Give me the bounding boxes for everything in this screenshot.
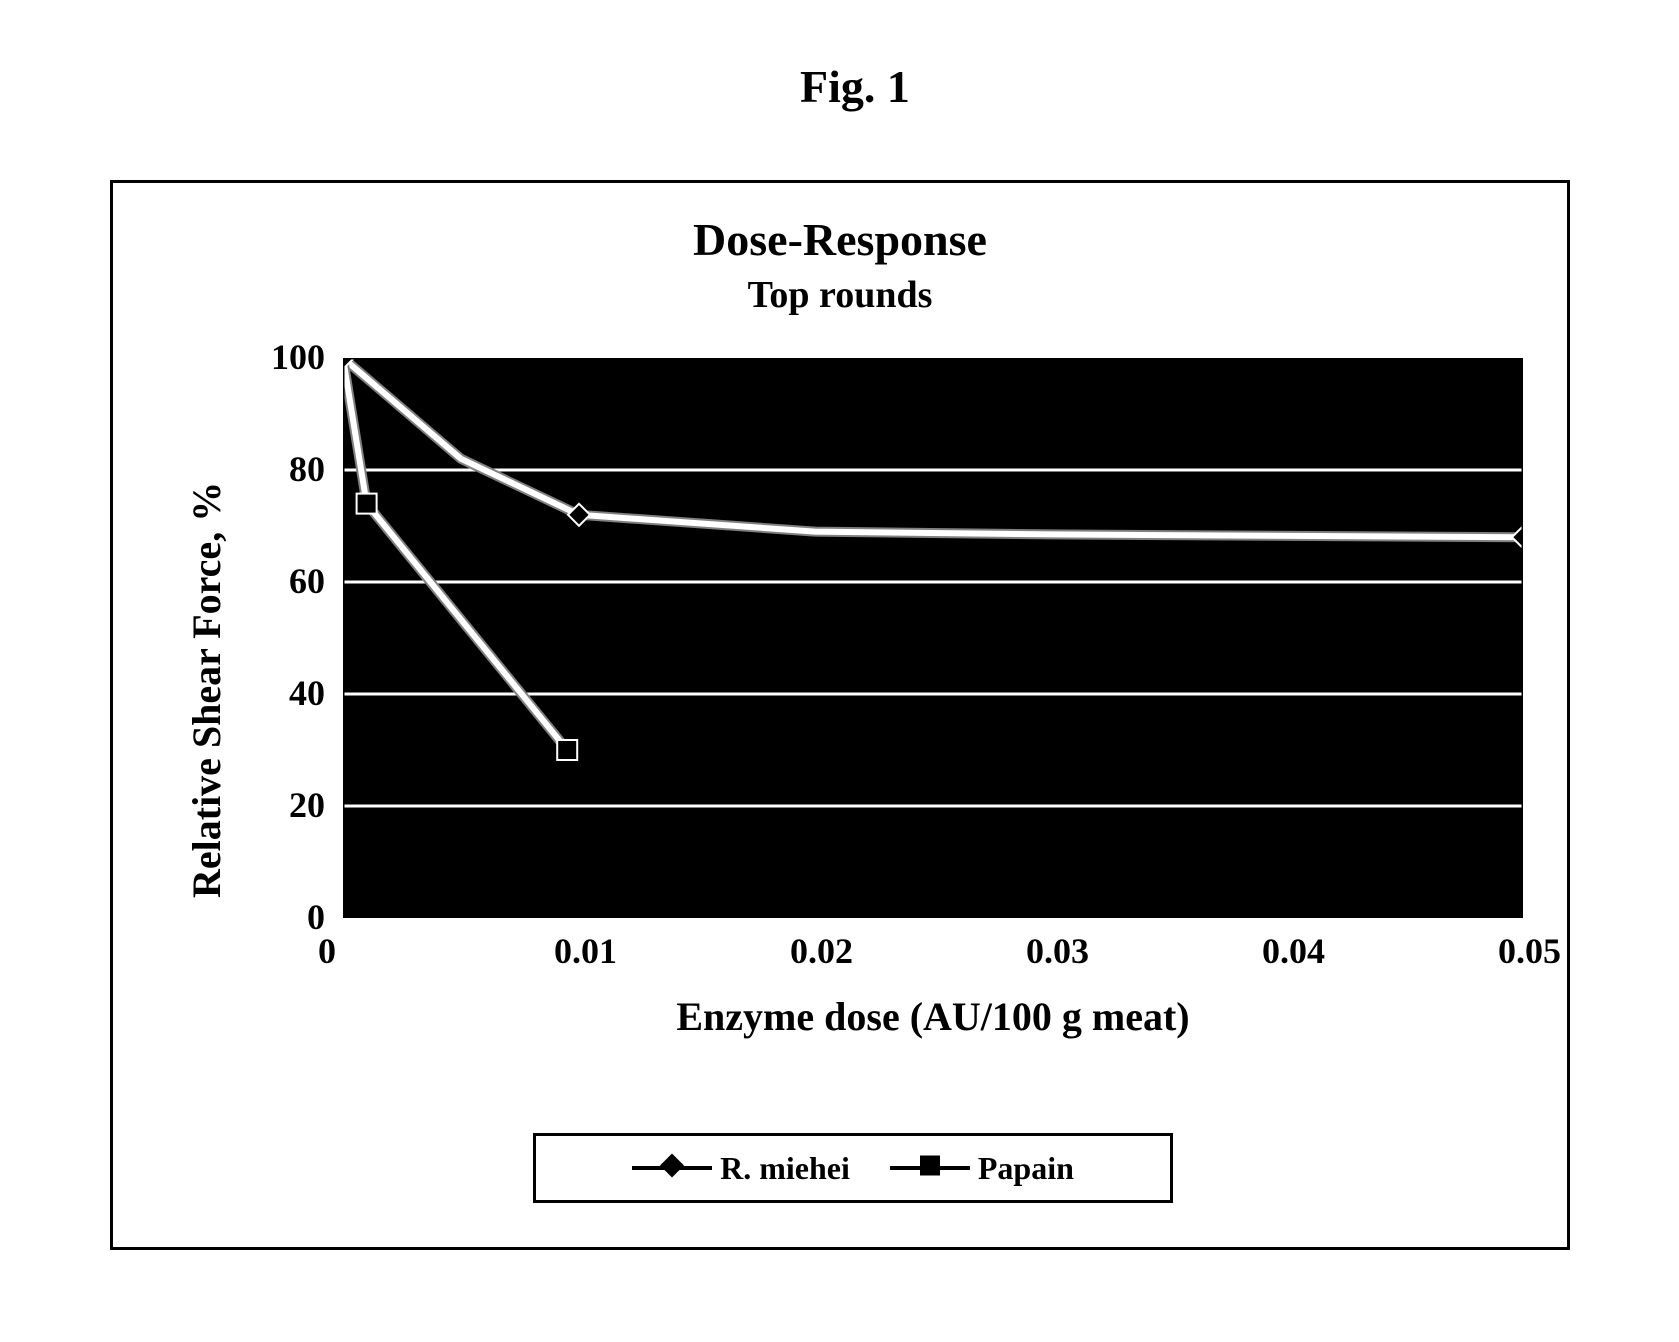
x-tick-label: 0 xyxy=(318,930,336,972)
x-tick-label: 0.01 xyxy=(554,930,617,972)
y-tick-label: 60 xyxy=(289,560,325,602)
x-tick-label: 0.04 xyxy=(1262,930,1325,972)
chart-title-main: Dose-Response xyxy=(113,213,1567,266)
chart-outer-frame: Dose-Response Top rounds Relative Shear … xyxy=(110,180,1570,1250)
legend-item: Papain xyxy=(890,1150,1074,1187)
y-axis-label: Relative Shear Force, % xyxy=(183,482,230,898)
figure-label-text: Fig. 1 xyxy=(800,61,910,112)
plot-svg xyxy=(343,358,1523,918)
legend: R. miehei Papain xyxy=(533,1133,1173,1203)
legend-label: R. miehei xyxy=(720,1150,850,1187)
figure-label: Fig. 1 xyxy=(800,60,910,113)
x-tick-label: 0.05 xyxy=(1498,930,1561,972)
legend-line xyxy=(890,1158,970,1178)
x-tick-label: 0.02 xyxy=(790,930,853,972)
y-tick-label: 80 xyxy=(289,448,325,490)
legend-label: Papain xyxy=(978,1150,1074,1187)
x-tick-label: 0.03 xyxy=(1026,930,1089,972)
y-tick-label: 20 xyxy=(289,784,325,826)
legend-item: R. miehei xyxy=(632,1150,850,1187)
x-axis-label: Enzyme dose (AU/100 g meat) xyxy=(343,993,1523,1040)
legend-line xyxy=(632,1158,712,1178)
y-tick-label: 40 xyxy=(289,672,325,714)
y-tick-label: 100 xyxy=(271,336,325,378)
square-marker-icon xyxy=(917,1150,943,1187)
plot-area xyxy=(343,358,1523,918)
diamond-marker-icon xyxy=(659,1150,685,1187)
chart-title-sub: Top rounds xyxy=(113,273,1567,317)
